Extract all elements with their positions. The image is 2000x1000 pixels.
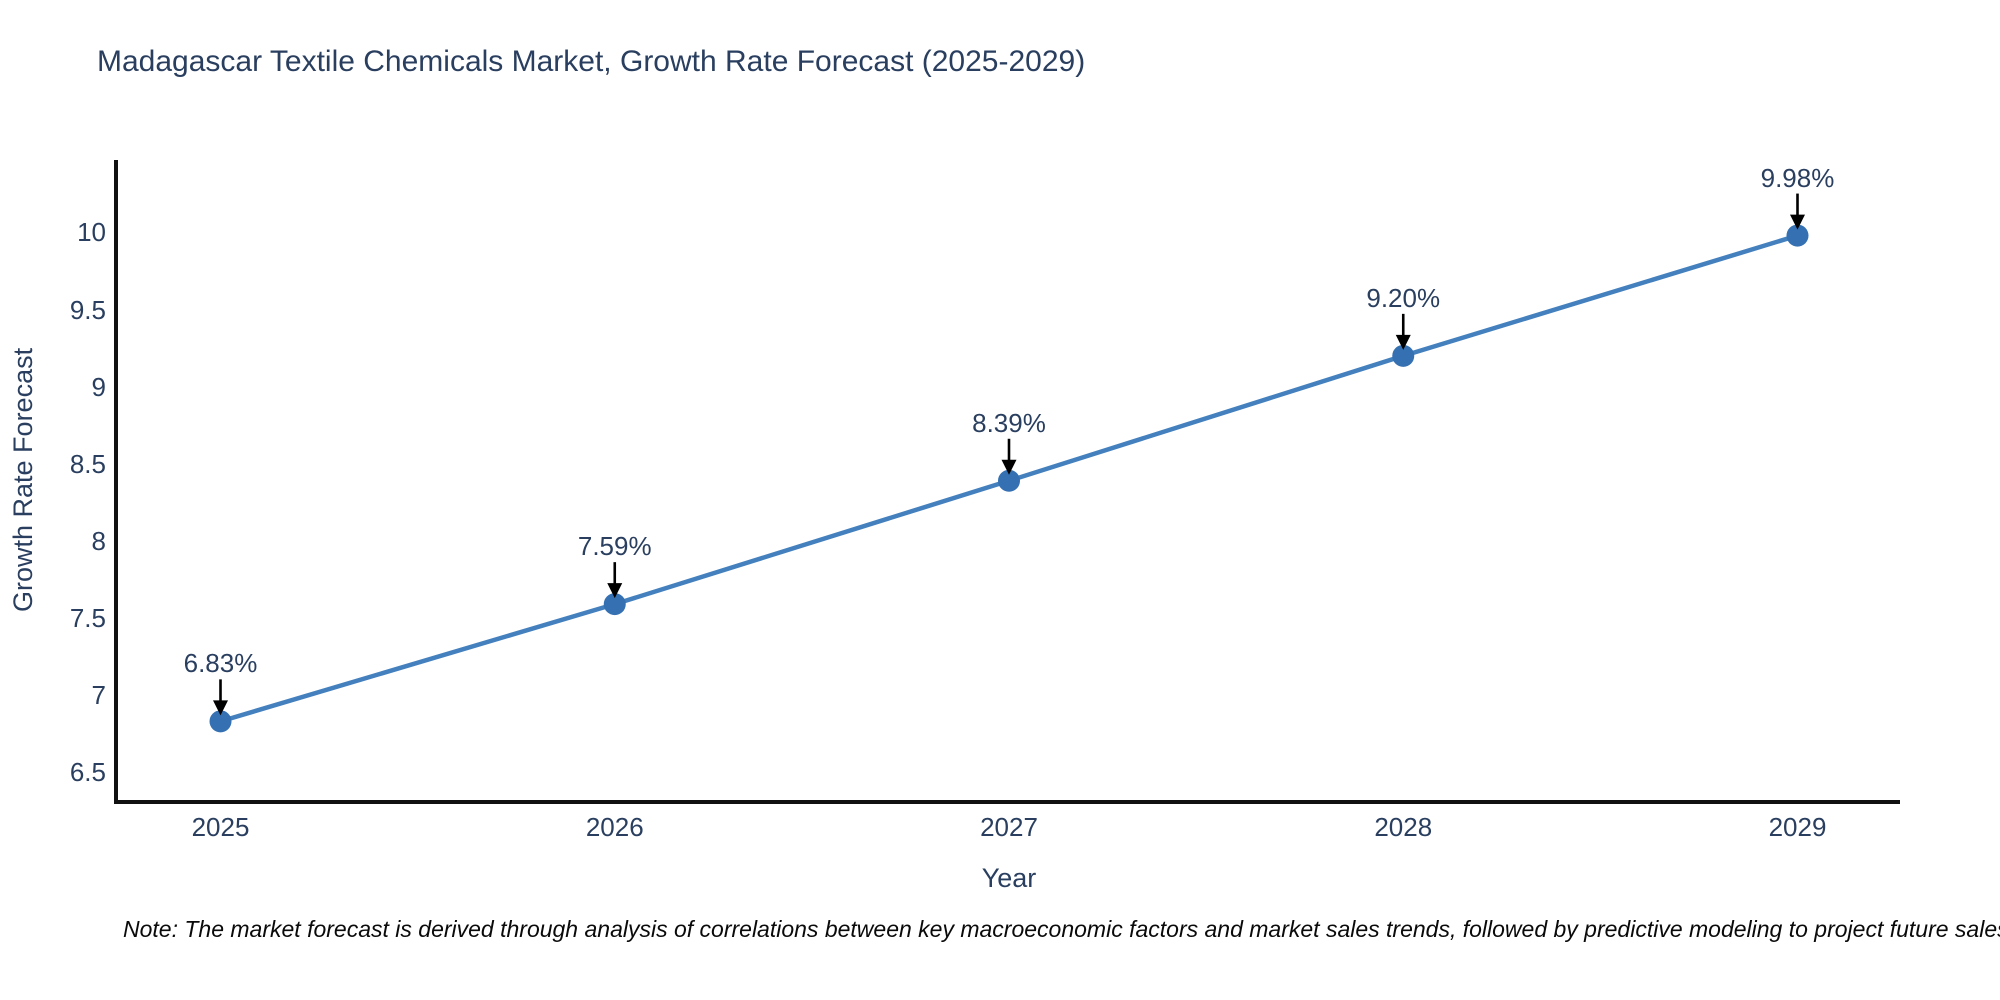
x-axis-tick-label: 2025	[191, 812, 250, 842]
point-value-label: 7.59%	[577, 531, 652, 562]
plot-area[interactable]	[114, 160, 1900, 804]
x-axis-tick-label: 2029	[1768, 812, 1827, 842]
point-value-label: 9.20%	[1366, 282, 1441, 313]
point-value-label: 6.83%	[183, 648, 258, 679]
y-axis-tick-label: 6.5	[69, 757, 106, 788]
y-axis-tick-label: 7.5	[69, 603, 106, 634]
y-axis-tick-label: 9	[91, 371, 106, 402]
y-axis-tick-label: 10	[77, 217, 106, 248]
y-axis-tick-label: 8	[91, 525, 106, 556]
y-axis-tick-label: 7	[91, 680, 106, 711]
point-value-label: 9.98%	[1760, 162, 1835, 193]
x-axis-tick-label: 2028	[1374, 812, 1433, 842]
point-value-label: 8.39%	[972, 407, 1046, 438]
x-axis-title: Year	[981, 863, 1037, 893]
y-axis-tick-label: 8.5	[69, 448, 106, 479]
x-axis-tick-label: 2026	[585, 812, 644, 842]
footnote: Note: The market forecast is derived thr…	[123, 916, 2000, 942]
y-axis-tick-label: 9.5	[69, 294, 106, 325]
chart-title: Madagascar Textile Chemicals Market, Gro…	[97, 45, 1086, 78]
x-axis-tick-label: 2027	[980, 812, 1038, 842]
